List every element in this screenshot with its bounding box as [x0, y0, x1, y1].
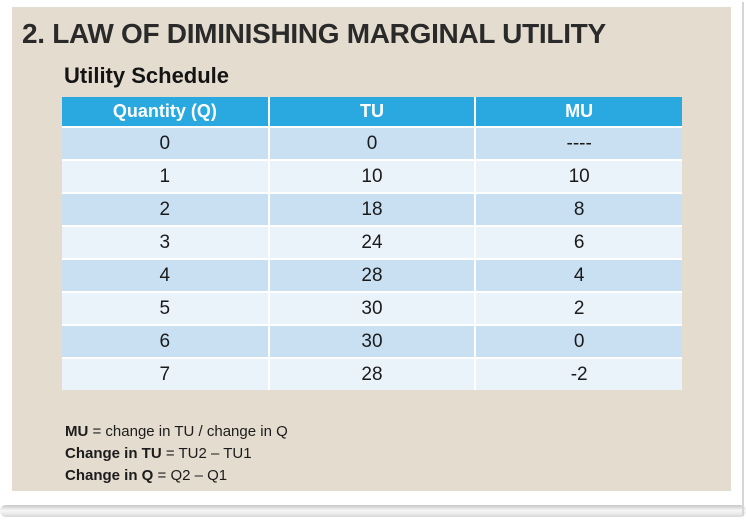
utility-schedule-table-wrap: Quantity (Q) TU MU 0 0 ---- 1 10 10 2 18 8 3 24 6 4 28 4… [62, 97, 682, 390]
table-cell: 3 [62, 225, 270, 260]
table-cell: 1 [62, 159, 270, 194]
table-cell: 0 [267, 126, 477, 161]
table-cell: 28 [267, 258, 477, 293]
table-cell: 0 [62, 126, 270, 161]
utility-schedule-table: Quantity (Q) TU MU 0 0 ---- 1 10 10 2 18 8 3 24 6 4 28 4… [62, 97, 682, 390]
note-line: MU = change in TU / change in Q [65, 421, 288, 443]
table-cell: 6 [474, 225, 682, 260]
note-label: Change in TU [65, 445, 162, 462]
column-header: MU [474, 97, 682, 128]
table-row: 6 30 0 [62, 324, 682, 359]
table-cell: 0 [474, 324, 682, 359]
table-cell: 10 [474, 159, 682, 194]
table-row: 7 28 -2 [62, 357, 682, 390]
table-cell: 4 [62, 258, 270, 293]
slide-title: 2. LAW OF DIMINISHING MARGINAL UTILITY [22, 18, 606, 49]
note-label: MU [65, 423, 89, 440]
table-header-row: Quantity (Q) TU MU [62, 97, 682, 128]
table-cell: 30 [267, 324, 477, 359]
note-text: = TU2 – TU1 [161, 445, 252, 462]
table-cell: 2 [62, 192, 270, 227]
table-cell: 5 [62, 291, 270, 326]
table-row: 3 24 6 [62, 225, 682, 260]
notes-block: MU = change in TU / change in Q Change in… [65, 421, 288, 487]
column-header: Quantity (Q) [62, 97, 270, 128]
table-cell: 8 [474, 192, 682, 227]
table-row: 1 10 10 [62, 159, 682, 194]
table-row: 0 0 ---- [62, 126, 682, 161]
note-line: Change in Q = Q2 – Q1 [65, 465, 288, 487]
horizontal-scrollbar[interactable] [0, 505, 746, 517]
column-header: TU [267, 97, 477, 128]
note-line: Change in TU = TU2 – TU1 [65, 443, 288, 465]
table-cell: 4 [474, 258, 682, 293]
note-label: Change in Q [65, 467, 154, 484]
table-cell: 2 [474, 291, 682, 326]
table-cell: 10 [267, 159, 477, 194]
table-cell: 18 [267, 192, 477, 227]
slide: 2. LAW OF DIMINISHING MARGINAL UTILITY U… [12, 7, 731, 491]
note-text: = Q2 – Q1 [153, 467, 228, 484]
table-row: 4 28 4 [62, 258, 682, 293]
table-title: Utility Schedule [64, 63, 230, 88]
table-cell: 28 [267, 357, 477, 390]
table-row: 5 30 2 [62, 291, 682, 326]
table-cell: -2 [474, 357, 682, 390]
table-cell: 7 [62, 357, 270, 390]
table-cell: 24 [267, 225, 477, 260]
table-row: 2 18 8 [62, 192, 682, 227]
table-cell: ---- [474, 126, 682, 161]
note-text: = change in TU / change in Q [88, 423, 288, 440]
table-cell: 6 [62, 324, 270, 359]
page-edge-line [742, 2, 744, 516]
table-cell: 30 [267, 291, 477, 326]
